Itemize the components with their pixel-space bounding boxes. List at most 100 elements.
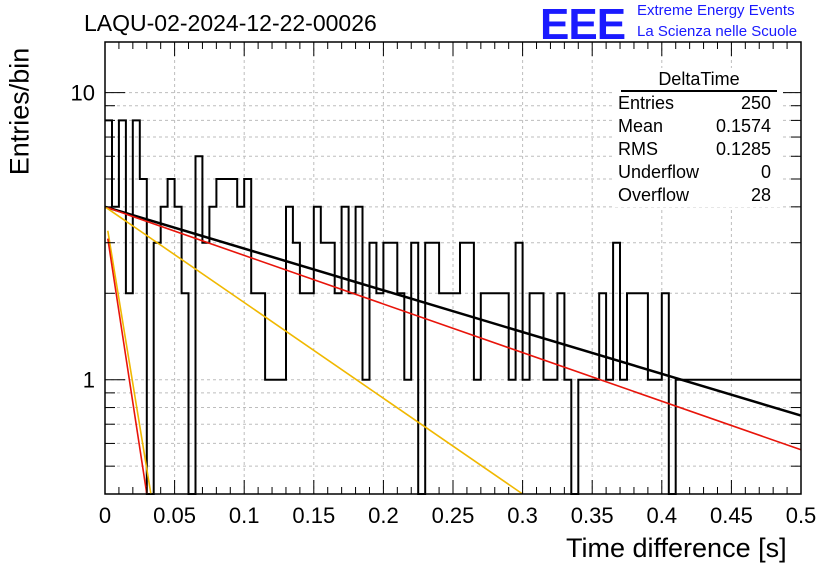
histogram-bin xyxy=(537,293,544,494)
histogram-bin xyxy=(335,293,342,494)
histogram-bin xyxy=(300,293,307,494)
histogram-bin xyxy=(773,380,780,494)
histogram-bin xyxy=(516,243,523,494)
histogram-bin xyxy=(585,380,592,494)
tick-labels: 0 0.05 0.1 0.15 0.2 0.25 0.3 0.35 0.4 0.45 0.5 1 10 xyxy=(71,81,817,528)
histogram-bin xyxy=(265,380,272,494)
stats-row-underflow: Underflow 0 xyxy=(613,161,783,184)
histogram-bin xyxy=(543,380,550,494)
stats-value: 0.1574 xyxy=(715,116,771,136)
histogram-bin xyxy=(697,380,704,494)
tick-marks xyxy=(104,42,802,495)
histogram-bin xyxy=(460,243,467,494)
histogram-bin xyxy=(411,243,418,494)
histogram-outline xyxy=(105,119,801,495)
histogram-bin xyxy=(627,293,634,494)
histogram-bin xyxy=(279,380,286,494)
histogram-bin xyxy=(592,380,599,494)
histogram-bin xyxy=(356,207,363,494)
fit-line xyxy=(104,206,524,495)
histogram-bin xyxy=(606,380,613,494)
histogram-bin xyxy=(564,380,571,494)
stats-box: DeltaTime Entries 250 Mean 0.1574 RMS 0.… xyxy=(613,68,783,207)
histogram-bin xyxy=(704,380,711,494)
histogram-bin xyxy=(223,179,230,494)
histogram-bin xyxy=(599,293,606,494)
fit-line xyxy=(107,230,152,495)
histogram-bin xyxy=(307,293,314,494)
histogram-bin xyxy=(390,243,397,494)
histogram-bin xyxy=(502,293,509,494)
y-axis-label: Entries/bin xyxy=(4,47,35,176)
x-tick-label: 0.4 xyxy=(647,503,678,528)
histogram-bin xyxy=(258,293,265,494)
histogram-bin xyxy=(724,380,731,494)
histogram-bin xyxy=(154,243,161,494)
y-tick-label: 1 xyxy=(83,368,95,393)
histogram-bin xyxy=(620,380,627,494)
histogram-bin xyxy=(530,293,537,494)
x-tick-label: 0.05 xyxy=(153,503,196,528)
stats-row-entries: Entries 250 xyxy=(613,92,783,115)
histogram-bin xyxy=(655,380,662,494)
x-tick-label: 0.15 xyxy=(292,503,335,528)
histogram-bin xyxy=(202,243,209,494)
histogram-bin xyxy=(209,207,216,494)
histogram-bin xyxy=(481,293,488,494)
histogram-bin xyxy=(509,380,516,494)
stats-row-overflow: Overflow 28 xyxy=(613,184,783,207)
histogram-bin xyxy=(557,293,564,494)
stats-label: Mean xyxy=(618,116,664,136)
stats-label: Underflow xyxy=(618,162,700,182)
x-tick-label: 0.2 xyxy=(368,503,399,528)
stats-label: Overflow xyxy=(618,185,690,205)
histogram-bin xyxy=(105,120,112,494)
x-tick-label: 0 xyxy=(99,503,111,528)
histogram-bin xyxy=(613,243,620,494)
stats-label: RMS xyxy=(618,139,658,159)
histogram-bin xyxy=(237,207,244,494)
histogram-bin xyxy=(251,293,258,494)
histogram-bin xyxy=(752,380,759,494)
histogram-bin xyxy=(766,380,773,494)
x-tick-label: 0.45 xyxy=(710,503,753,528)
histogram-bin xyxy=(286,207,293,494)
stats-value: 250 xyxy=(740,93,771,113)
fit-lines xyxy=(104,205,802,495)
stats-row-rms: RMS 0.1285 xyxy=(613,138,783,161)
histogram-bin xyxy=(404,380,411,494)
histogram-bin xyxy=(383,243,390,494)
stats-value: 28 xyxy=(750,185,771,205)
histogram-bin xyxy=(369,243,376,494)
histogram-bin xyxy=(342,207,349,494)
x-tick-label: 0.35 xyxy=(571,503,614,528)
stats-row-mean: Mean 0.1574 xyxy=(613,115,783,138)
histogram-bin xyxy=(244,179,251,494)
histogram-bin xyxy=(676,380,683,494)
x-axis-label: Time difference [s] xyxy=(566,533,787,563)
histogram-bin xyxy=(321,243,328,494)
histogram-bin xyxy=(690,380,697,494)
histogram-bin xyxy=(745,380,752,494)
stats-title: DeltaTime xyxy=(621,68,777,92)
histogram-bin xyxy=(453,293,460,494)
histogram-bin xyxy=(363,380,370,494)
histogram-bin xyxy=(717,380,724,494)
histogram-bin xyxy=(293,243,300,494)
histogram-bin xyxy=(182,293,189,494)
histogram-bin xyxy=(446,293,453,494)
histogram-bin xyxy=(523,380,530,494)
histogram-bin xyxy=(349,293,356,494)
stats-value: 0.1285 xyxy=(715,139,771,159)
fit-line xyxy=(107,238,148,495)
logo-text-line2: La Scienza nelle Scuole xyxy=(637,23,798,40)
histogram-bin xyxy=(794,380,801,494)
histogram-bin xyxy=(230,179,237,494)
histogram-bin xyxy=(787,380,794,494)
histogram-bin xyxy=(397,293,404,494)
histogram-bin xyxy=(175,207,182,494)
histogram-bin xyxy=(272,380,279,494)
stats-value: 0 xyxy=(760,162,771,182)
x-tick-label: 0.5 xyxy=(786,503,817,528)
